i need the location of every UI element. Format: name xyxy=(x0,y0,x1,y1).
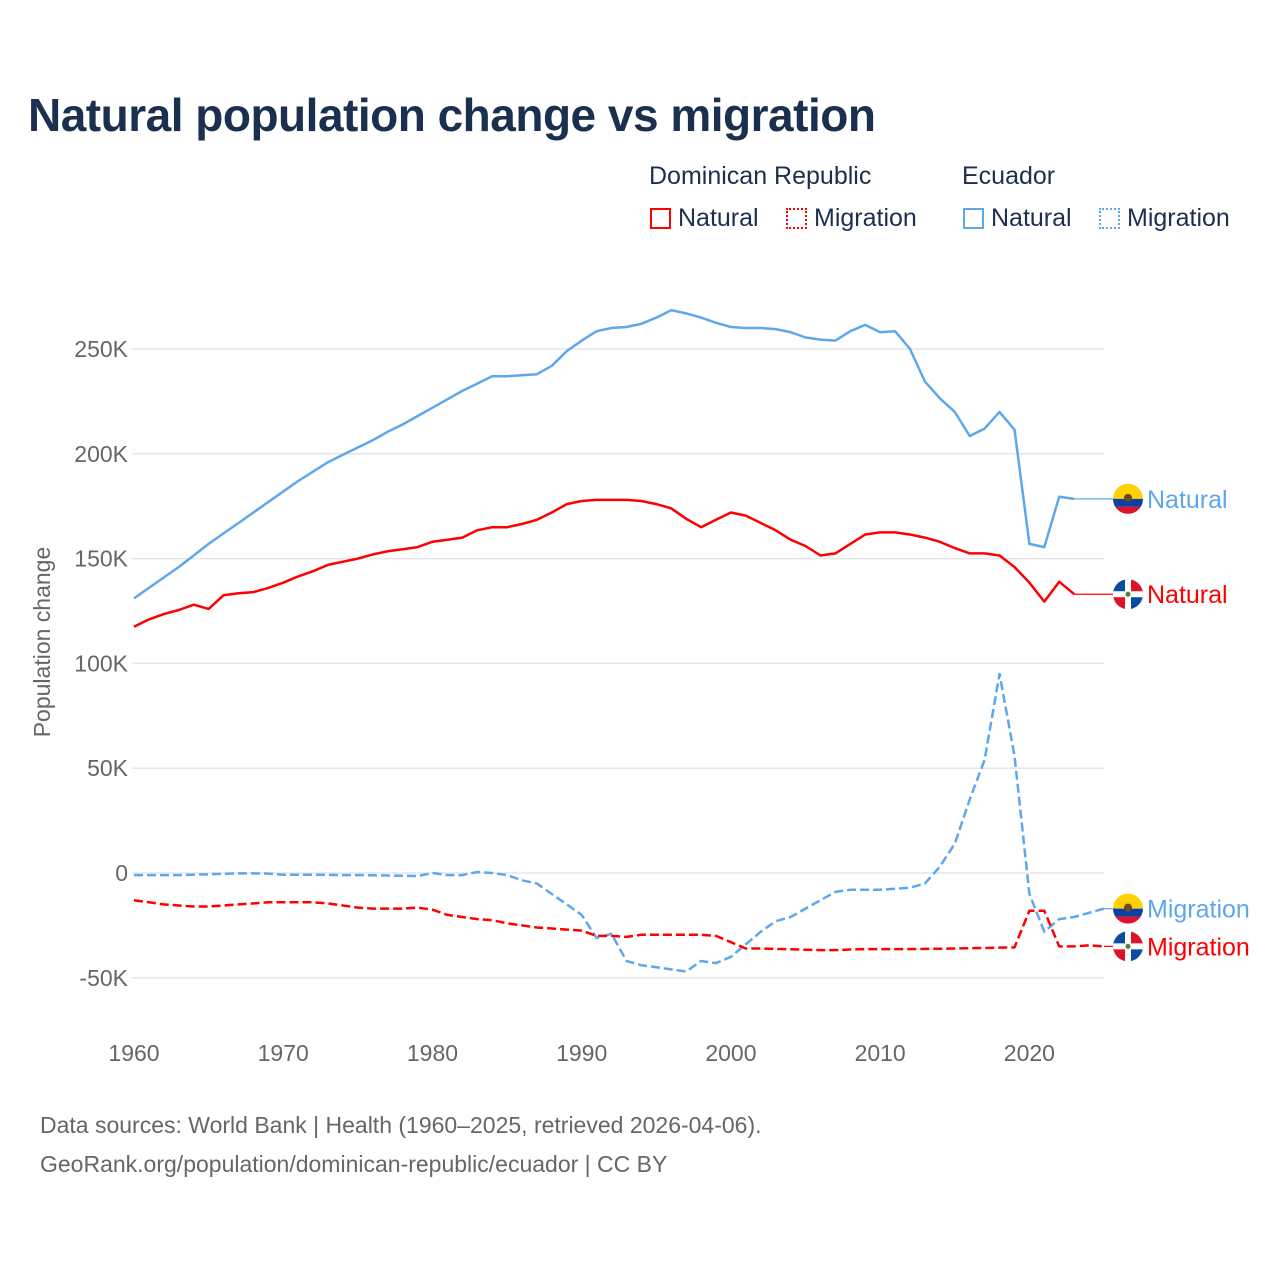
y-tick-label: 100K xyxy=(74,650,128,676)
y-tick-label: 250K xyxy=(74,336,128,362)
end-label-dominican-republic-natural: Natural xyxy=(1147,581,1228,609)
legend-label: Migration xyxy=(814,204,917,232)
x-tick-label: 2010 xyxy=(855,1040,906,1066)
x-tick-label: 1960 xyxy=(108,1040,159,1066)
series-line-ecuador-migration xyxy=(134,672,1105,973)
legend-label: Natural xyxy=(678,204,759,232)
x-tick-label: 2000 xyxy=(705,1040,756,1066)
footer-sources: Data sources: World Bank | Health (1960–… xyxy=(40,1112,762,1138)
legend-swatch-solid-red xyxy=(650,208,671,229)
legend-item-dr-natural[interactable]: Natural xyxy=(650,204,759,233)
legend-item-ec-natural[interactable]: Natural xyxy=(963,204,1072,233)
flag-ecuador-icon xyxy=(1113,483,1143,514)
end-label-ecuador-natural: Natural xyxy=(1147,486,1228,514)
flag-dominican-republic-icon xyxy=(1113,931,1143,962)
y-tick-label: 150K xyxy=(74,546,128,572)
x-tick-label: 1970 xyxy=(258,1040,309,1066)
legend-swatch-dotted-red xyxy=(786,208,807,229)
legend-label: Natural xyxy=(991,204,1072,232)
chart-title: Natural population change vs migration xyxy=(28,89,876,141)
y-tick-label: 50K xyxy=(87,755,129,781)
y-axis-label: Population change xyxy=(29,547,55,738)
series-line-dominican-republic-migration xyxy=(133,898,1105,952)
x-tick-label: 2020 xyxy=(1004,1040,1055,1066)
x-tick-label: 1980 xyxy=(407,1040,458,1066)
end-label-ecuador-migration: Migration xyxy=(1147,896,1250,924)
y-tick-label: -50K xyxy=(79,965,128,991)
legend-item-dr-migration[interactable]: Migration xyxy=(786,204,917,233)
series-line-ecuador-natural xyxy=(133,308,1075,600)
legend-swatch-solid-blue xyxy=(963,208,984,229)
end-label-dominican-republic-migration: Migration xyxy=(1147,933,1250,961)
flag-dominican-republic-icon xyxy=(1113,579,1143,610)
footer: Data sources: World Bank | Health (1960–… xyxy=(40,1106,762,1184)
y-tick-label: 200K xyxy=(74,441,128,467)
x-tick-label: 1990 xyxy=(556,1040,607,1066)
legend-group-title-dominican-republic: Dominican Republic xyxy=(649,162,872,190)
flag-ecuador-icon xyxy=(1113,893,1143,924)
legend-label: Migration xyxy=(1127,204,1230,232)
legend-item-ec-migration[interactable]: Migration xyxy=(1099,204,1230,233)
series-line-dominican-republic-natural xyxy=(133,498,1076,628)
footer-link[interactable]: GeoRank.org/population/dominican-republi… xyxy=(40,1151,668,1177)
legend-group-title-ecuador: Ecuador xyxy=(962,162,1056,190)
y-tick-label: 0 xyxy=(115,860,128,886)
legend-swatch-dotted-blue xyxy=(1099,208,1120,229)
